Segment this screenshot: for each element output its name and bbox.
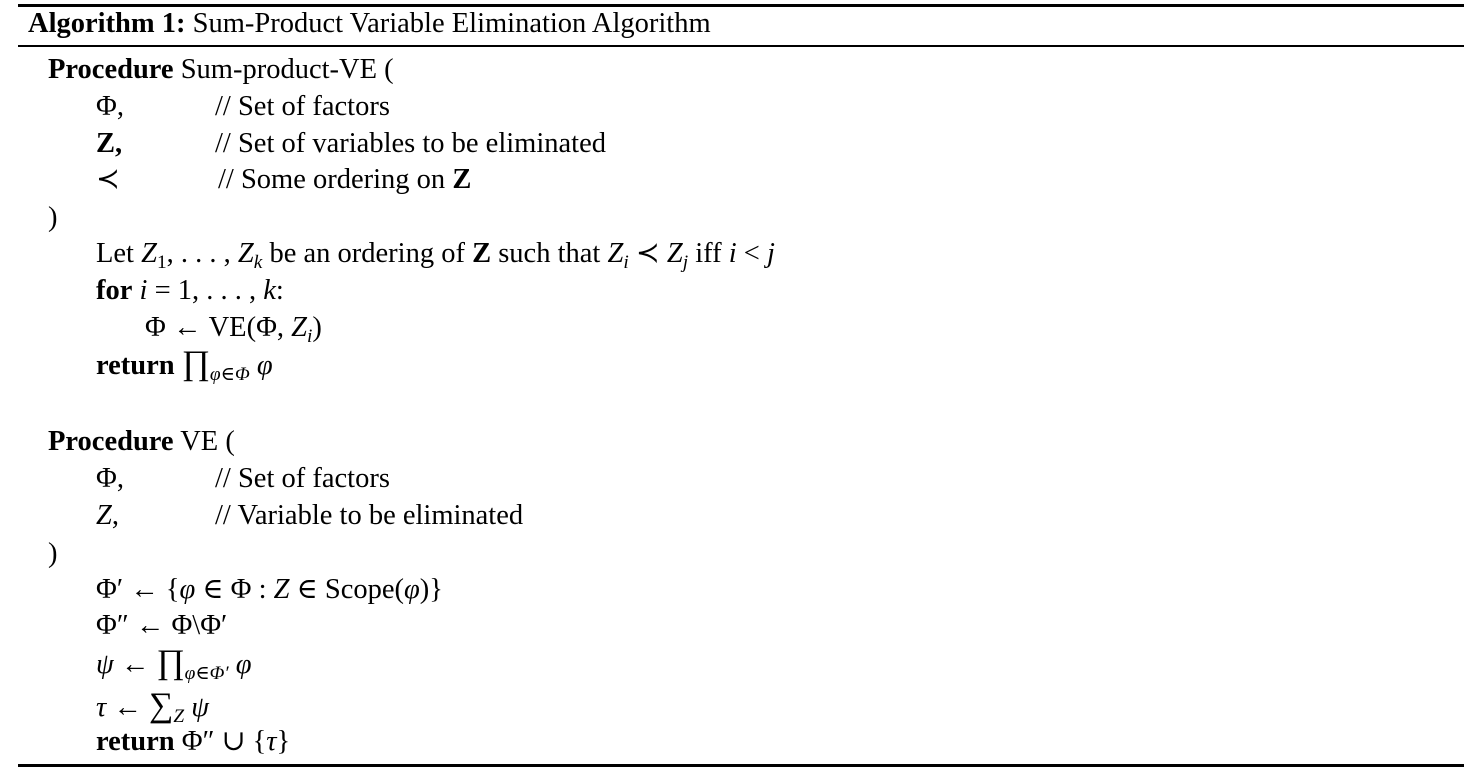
sum-symbol: ∑ — [148, 687, 174, 724]
procedure-keyword: Procedure — [48, 54, 174, 85]
close-paren: ) — [48, 538, 58, 569]
ve-line-1: Φ′ ← {φ ∈ Φ : Z ∈ Scope(φ)} — [96, 574, 443, 605]
param-comment: // Variable to be eliminated — [215, 500, 524, 531]
ve-line-4: τ ← ∑Z ψ — [96, 687, 209, 727]
return-line: return ∏φ∈Φ φ — [96, 345, 273, 385]
assign-line: Φ ← VE(Φ, Zi) — [145, 312, 322, 347]
param-symbol: Z, — [96, 500, 119, 531]
param-comment: // Set of factors — [215, 463, 390, 494]
procedure-keyword: Procedure — [48, 426, 174, 457]
product-symbol: ∏ — [156, 644, 185, 681]
procedure-name: Sum-product-VE ( — [180, 54, 394, 85]
product-symbol: ∏ — [181, 345, 210, 382]
return-keyword: return — [96, 350, 175, 381]
let-line: Let Z1, . . . , Zk be an ordering of Z s… — [96, 238, 775, 273]
param-comment: // Set of factors — [215, 91, 390, 122]
bottom-rule — [18, 764, 1464, 767]
for-line: for i = 1, . . . , k: — [96, 275, 284, 306]
for-keyword: for — [96, 275, 133, 306]
algorithm-caption: Algorithm 1: Sum-Product Variable Elimin… — [28, 6, 711, 42]
return-keyword: return — [96, 726, 175, 757]
ve-line-2: Φ″ ← Φ\Φ′ — [96, 610, 228, 641]
procedure-name: VE ( — [180, 426, 235, 457]
procedure-header-sum-product-ve: Procedure Sum-product-VE ( — [48, 52, 394, 88]
top-rule — [18, 4, 1464, 7]
ve-line-3: ψ ← ∏φ∈Φ′ φ — [96, 644, 252, 684]
algorithm-title: Sum-Product Variable Elimination Algorit… — [192, 8, 711, 39]
param-symbol: ≺ — [96, 164, 120, 195]
caption-rule — [18, 45, 1464, 47]
param-symbol: Z, — [96, 128, 123, 159]
procedure-header-ve: Procedure VE ( — [48, 424, 235, 460]
ve-return-line: return Φ″ ∪ {τ} — [96, 726, 291, 757]
param-symbol: Φ, — [96, 91, 124, 122]
param-symbol: Φ, — [96, 463, 124, 494]
param-comment: // Some ordering on Z — [218, 164, 472, 195]
algorithm-label: Algorithm 1: — [28, 8, 186, 39]
param-comment: // Set of variables to be eliminated — [215, 128, 606, 159]
close-paren: ) — [48, 202, 58, 233]
